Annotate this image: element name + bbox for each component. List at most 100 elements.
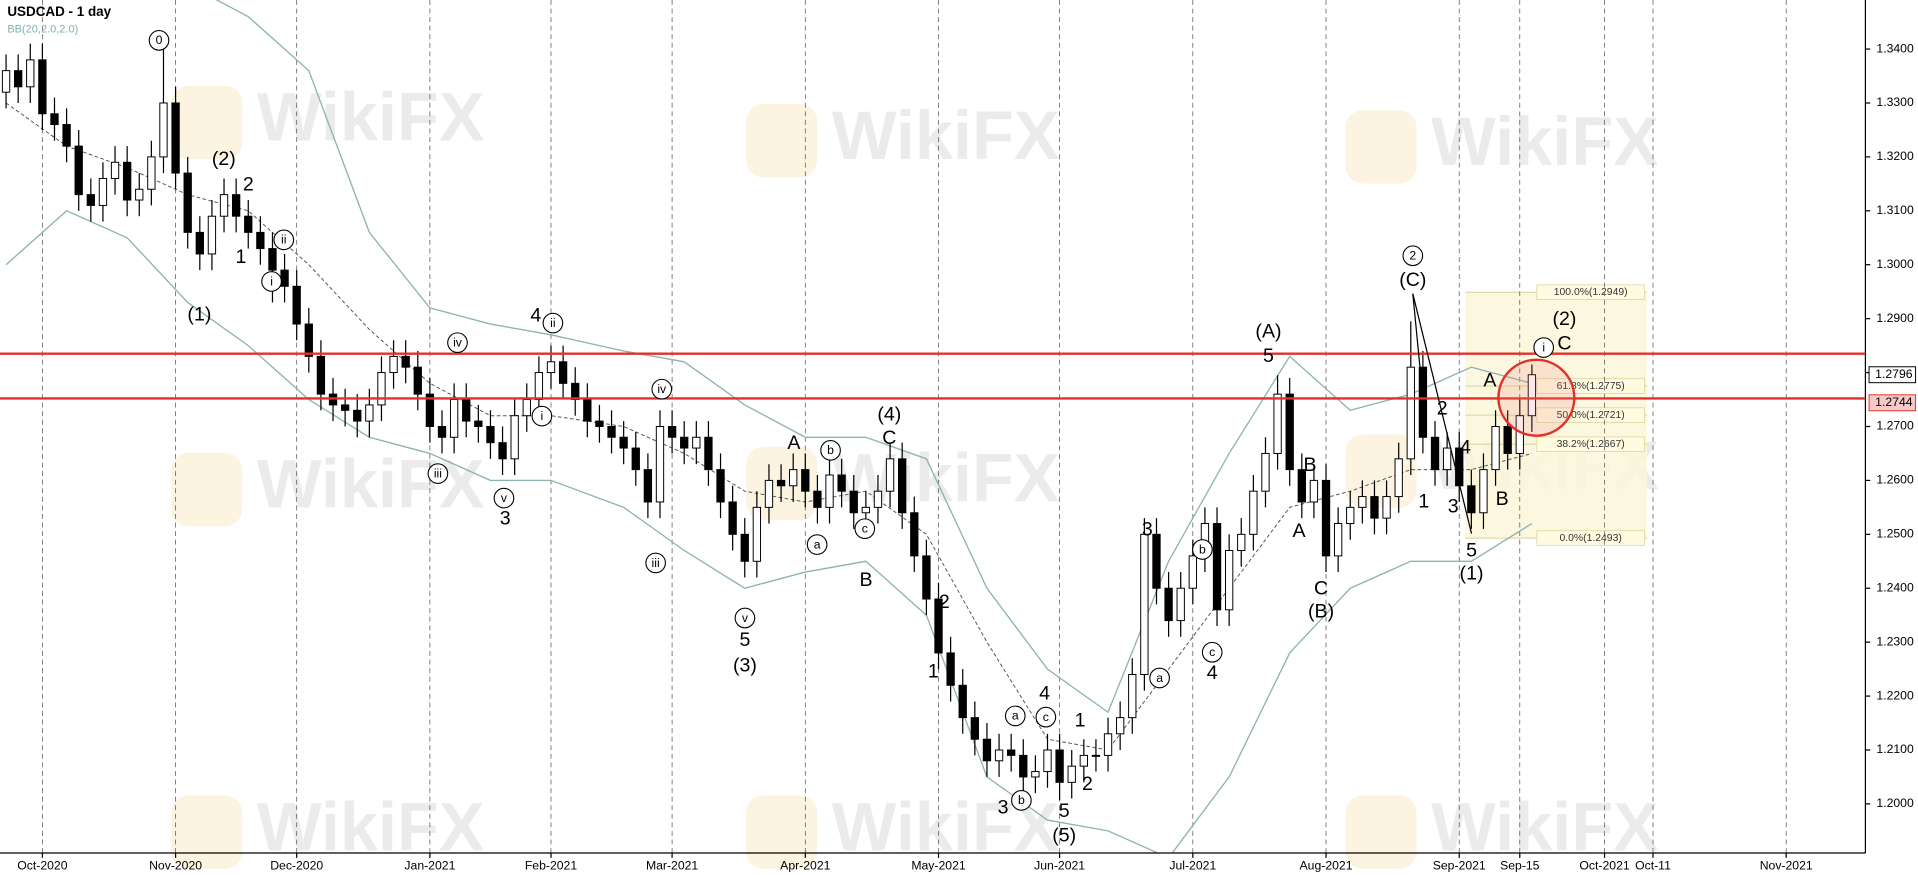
candle-body: [340, 404, 350, 411]
candle-body: [74, 145, 83, 196]
candle-body: [1285, 393, 1294, 471]
wave-label: (1): [187, 303, 211, 325]
candle-body: [38, 59, 47, 115]
candle-body: [1079, 754, 1088, 767]
y-tick-label: 1.3200: [1876, 149, 1914, 163]
wave-label: 3: [500, 508, 511, 530]
wave-label-circle: [427, 463, 449, 484]
candle-body: [462, 399, 471, 422]
candle-body: [728, 501, 737, 535]
fibonacci-label-box: [1536, 436, 1645, 452]
watermark: WikiFX: [257, 788, 485, 865]
x-tick-label: Sep-2021: [1433, 859, 1486, 873]
watermark: WikiFX: [1431, 788, 1659, 865]
candle-body: [1309, 479, 1319, 503]
wave-label: 5: [739, 629, 750, 651]
candle-body: [571, 382, 580, 401]
indicator-label: BB(20,2.0,2.0): [7, 23, 78, 35]
candle-body: [776, 479, 786, 487]
wave-label-circle: [273, 229, 295, 251]
candle-body: [1346, 506, 1355, 525]
wave-label: iii: [652, 556, 660, 570]
price-label-box: [1868, 366, 1917, 384]
candle-body: [219, 194, 229, 217]
candle-body: [595, 420, 604, 427]
candle-body: [1128, 674, 1137, 719]
candle-body: [98, 177, 108, 206]
candle-body: [607, 425, 616, 438]
wave-label: 5: [1263, 345, 1274, 367]
candle-body: [231, 194, 241, 217]
candle-body: [534, 372, 544, 401]
candle-body: [522, 399, 531, 417]
candle-body: [861, 506, 871, 514]
wave-label-circle: [1149, 667, 1170, 689]
wave-label: (A): [1255, 320, 1281, 342]
candle-body: [498, 442, 507, 460]
candle-body: [825, 474, 834, 508]
wave-label-circle: [1533, 337, 1555, 358]
wave-label: b: [1018, 793, 1025, 807]
candle-body: [62, 124, 71, 147]
wave-label: v: [501, 491, 508, 505]
x-tick-label: Apr-2021: [780, 859, 830, 873]
candle-body: [365, 404, 374, 422]
fibonacci-label: 100.0%(1.2949): [1554, 287, 1628, 298]
fibonacci-label-box: [1536, 530, 1645, 546]
x-tick-label: Sep-15: [1500, 859, 1540, 873]
y-tick-label: 1.3400: [1876, 41, 1914, 55]
candle-body: [1164, 587, 1173, 622]
candle-body: [1152, 533, 1161, 589]
wave-label-circle: [542, 312, 564, 334]
highlight-circle: [1497, 358, 1576, 437]
candle-body: [1430, 436, 1440, 471]
price-label-box: [1868, 394, 1917, 412]
wave-label-circle: [1011, 790, 1032, 811]
watermark-logo: [1345, 110, 1417, 184]
wave-label: 2: [1082, 773, 1093, 795]
price-label: 1.2744: [1875, 395, 1913, 409]
candle-body: [1224, 550, 1234, 611]
candle-body: [304, 323, 313, 357]
wave-label: 1: [236, 246, 247, 268]
x-tick-label: Oct-2020: [17, 859, 67, 873]
candle-body: [244, 215, 253, 233]
candle-body: [546, 361, 556, 374]
candle-body: [789, 469, 798, 487]
wave-label: 0: [156, 33, 163, 47]
x-tick-label: Oct-11: [1635, 859, 1671, 873]
wave-label: 4: [1039, 683, 1050, 705]
candle-body: [740, 533, 749, 562]
candle-body: [1503, 425, 1512, 454]
wave-label: A: [787, 432, 801, 454]
candle-body: [1418, 366, 1428, 438]
fibonacci-label: 0.0%(1.2493): [1560, 533, 1622, 544]
wave-label: (4): [877, 404, 901, 426]
y-tick-label: 1.3100: [1876, 203, 1914, 217]
wave-label: (1): [1460, 563, 1484, 585]
wave-label-circle: [1402, 245, 1424, 267]
x-tick-label: Feb-2021: [525, 859, 577, 873]
watermark: WikiFX: [1431, 103, 1659, 180]
x-tick-label: Oct-2021: [1579, 859, 1629, 873]
fibonacci-label: 50.0%(1.2721): [1557, 410, 1625, 421]
wave-label: i: [1542, 340, 1545, 354]
watermark: WikiFX: [832, 439, 1060, 516]
candle-body: [1091, 754, 1101, 757]
candle-body: [183, 172, 192, 233]
watermark-logo: [1345, 795, 1417, 869]
wave-label: 1: [1075, 710, 1086, 732]
candle-body: [716, 469, 725, 503]
candle-body: [1007, 749, 1016, 756]
wave-label: (3): [733, 655, 757, 677]
wave-label: B: [1304, 454, 1317, 476]
wave-label-circle: [1192, 539, 1213, 560]
candle-body: [1103, 733, 1113, 756]
wave-label-circle: [820, 440, 841, 461]
candle-body: [1261, 452, 1270, 492]
wave-label: 3: [1448, 495, 1459, 517]
candle-body: [207, 215, 217, 255]
wave-label: 3: [998, 796, 1009, 818]
wave-label: b: [1199, 542, 1206, 556]
